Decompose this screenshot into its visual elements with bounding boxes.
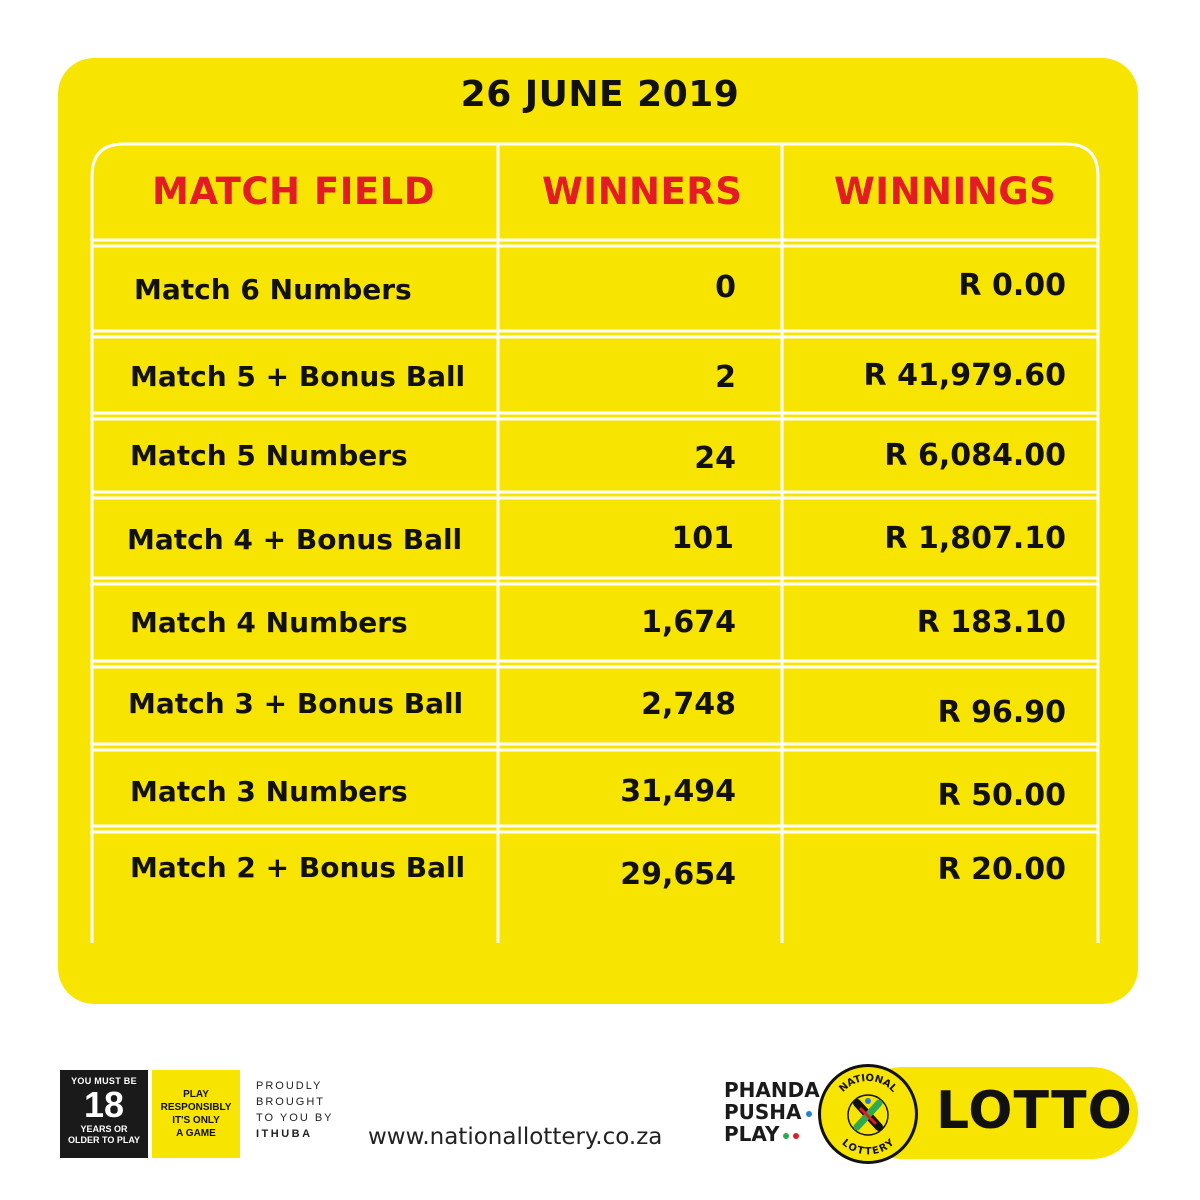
- row-label: Match 3 + Bonus Ball: [128, 687, 464, 720]
- seal-top-text: NATIONAL: [837, 1073, 899, 1095]
- age-restriction-badge: YOU MUST BE 18 YEARS OR OLDER TO PLAY: [60, 1070, 148, 1158]
- age-number: 18: [83, 1084, 125, 1125]
- row-label: Match 4 + Bonus Ball: [127, 523, 463, 556]
- row-label: Match 2 + Bonus Ball: [130, 851, 466, 884]
- slogan-line-1: PHANDA: [724, 1078, 820, 1102]
- row-label: Match 4 Numbers: [130, 606, 408, 639]
- row-winnings: R 41,979.60: [863, 358, 1066, 393]
- row-label: Match 3 Numbers: [130, 775, 408, 808]
- red-dot-icon: [793, 1132, 800, 1139]
- lotto-logo-text: LOTTO: [936, 1081, 1133, 1141]
- row-winners: 0: [715, 270, 736, 305]
- national-lottery-seal: NATIONAL LOTTERY: [818, 1064, 918, 1164]
- row-winners: 31,494: [620, 774, 736, 809]
- slogan-line-3: PLAY: [724, 1122, 780, 1146]
- ithuba-logo-text: ITHUBA: [256, 1128, 313, 1140]
- proudly-line-3: TO YOU BY: [256, 1112, 334, 1124]
- row-winnings: R 50.00: [937, 778, 1066, 813]
- draw-date: 26 JUNE 2019: [460, 74, 740, 115]
- responsible-line-2: RESPONSIBLY: [160, 1102, 232, 1113]
- svg-text:NATIONAL: NATIONAL: [837, 1073, 899, 1095]
- row-label: Match 6 Numbers: [134, 273, 412, 306]
- slogan: PHANDA PUSHA PLAY: [724, 1079, 820, 1145]
- row-winnings: R 1,807.10: [884, 521, 1066, 556]
- responsible-line-3: IT'S ONLY: [172, 1115, 220, 1126]
- svg-text:LOTTERY: LOTTERY: [840, 1137, 897, 1157]
- proudly-line-1: PROUDLY: [256, 1080, 323, 1092]
- row-label: Match 5 + Bonus Ball: [130, 360, 466, 393]
- row-winners: 1,674: [641, 605, 736, 640]
- play-responsibly-badge: PLAY RESPONSIBLY IT'S ONLY A GAME: [152, 1070, 240, 1158]
- header-match-field: MATCH FIELD: [152, 170, 435, 213]
- row-winnings: R 6,084.00: [884, 438, 1066, 473]
- green-dot-icon: [783, 1132, 790, 1139]
- slogan-line-2: PUSHA: [724, 1100, 802, 1124]
- national-lottery-x-icon: NATIONAL LOTTERY: [837, 1073, 899, 1158]
- row-winnings: R 20.00: [937, 852, 1066, 887]
- row-winnings: R 0.00: [958, 268, 1066, 303]
- age-top-text: YOU MUST BE: [71, 1076, 137, 1086]
- age-bottom-text-1: YEARS OR: [80, 1124, 128, 1134]
- row-winners: 2,748: [641, 687, 736, 722]
- row-winners: 2: [715, 360, 736, 395]
- responsible-line-4: A GAME: [176, 1128, 216, 1139]
- age-bottom-text-2: OLDER TO PLAY: [67, 1135, 140, 1145]
- seal-bottom-text: LOTTERY: [840, 1137, 897, 1157]
- blue-dot-icon: [805, 1110, 812, 1117]
- website-url[interactable]: www.nationallottery.co.za: [368, 1124, 663, 1150]
- responsible-line-1: PLAY: [183, 1089, 209, 1100]
- row-winners: 29,654: [620, 857, 736, 892]
- row-winners: 24: [694, 441, 736, 476]
- row-label: Match 5 Numbers: [130, 439, 408, 472]
- header-winners: WINNERS: [542, 170, 743, 213]
- row-winners: 101: [671, 521, 734, 556]
- header-winnings: WINNINGS: [834, 170, 1057, 213]
- row-winnings: R 183.10: [916, 605, 1066, 640]
- proudly-line-2: BROUGHT: [256, 1096, 325, 1108]
- ithuba-credit: PROUDLY BROUGHT TO YOU BY ITHUBA: [256, 1078, 346, 1142]
- row-winnings: R 96.90: [937, 695, 1066, 730]
